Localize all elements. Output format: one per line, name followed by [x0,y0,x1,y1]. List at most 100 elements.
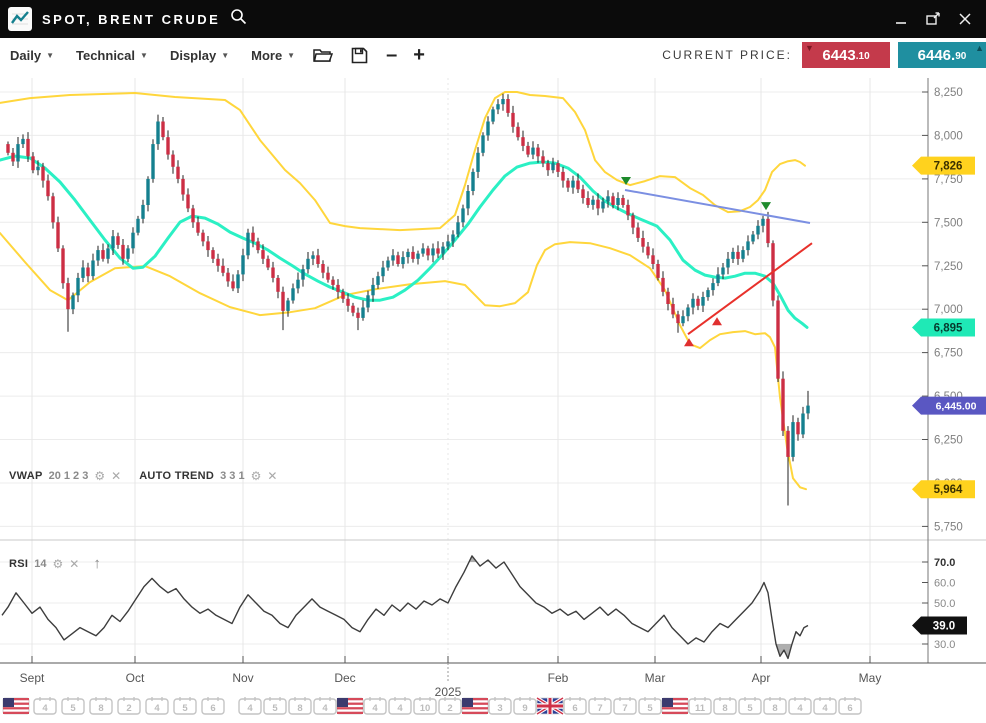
bid-price-box: ▼ 6443.10 [802,42,890,68]
calendar-event-icon[interactable]: 7 [588,697,612,715]
trend-lines [624,189,813,336]
svg-text:Dec: Dec [334,671,355,685]
svg-text:39.0: 39.0 [933,621,955,633]
svg-text:2: 2 [126,703,131,714]
calendar-event-icon[interactable]: 4 [788,697,812,715]
svg-text:2: 2 [447,703,452,714]
svg-text:7,250: 7,250 [934,261,963,273]
save-icon[interactable] [351,47,368,64]
calendar-event-icon[interactable]: 2 [438,697,462,715]
calendar-event-icon[interactable]: 6 [838,697,862,715]
svg-text:3: 3 [497,703,502,714]
calendar-event-icon[interactable]: 4 [363,697,387,715]
svg-text:8: 8 [722,703,727,714]
calendar-event-icon[interactable]: 5 [263,697,287,715]
calendar-event-icon[interactable]: 7 [613,697,637,715]
us-flag-icon[interactable] [336,697,364,715]
price-tag: 5,964 [912,480,975,499]
svg-text:2025: 2025 [435,685,462,699]
calendar-event-icon[interactable]: 5 [638,697,662,715]
ask-price-box: 6446. 90 ▲ [898,42,986,68]
svg-text:7,750: 7,750 [934,174,963,186]
event-strip[interactable]: 4 5 8 2 4 5 6 4 5 8 4 4 4 10 2 3 9 6 7 7 5 11 8 5 8 4 4 6 [2,696,862,716]
sell-signal-icon [621,176,631,185]
current-price-label: CURRENT PRICE: [662,48,792,62]
svg-text:Feb: Feb [548,671,569,685]
uk-flag-icon[interactable] [536,696,564,716]
ask-price: 6446. [917,46,956,64]
calendar-event-icon[interactable]: 8 [763,697,787,715]
rsi-axis[interactable]: 70.0 60.0 50.0 30.0 [922,557,955,651]
calendar-event-icon[interactable]: 8 [89,697,113,715]
time-axis[interactable]: Sept Oct Nov Dec 2025 Feb Mar Apr May [20,656,882,699]
calendar-event-icon[interactable]: 4 [33,697,57,715]
close-icon[interactable]: ✕ [69,556,80,571]
zoom-out-button[interactable]: – [386,44,398,66]
search-icon[interactable] [230,8,247,30]
calendar-event-icon[interactable]: 11 [688,697,712,715]
calendar-event-icon[interactable]: 4 [313,697,337,715]
bid-price: 6443 [822,46,856,64]
calendar-event-icon[interactable]: 5 [61,697,85,715]
popout-button[interactable] [924,10,942,28]
us-flag-icon[interactable] [2,697,30,715]
svg-text:4: 4 [372,703,378,714]
calendar-event-icon[interactable]: 3 [488,697,512,715]
technical-menu[interactable]: Technical ▼ [76,48,148,63]
svg-text:11: 11 [695,703,706,714]
minimize-button[interactable] [892,10,910,28]
timeframe-menu-label: Daily [10,47,42,63]
zoom-in-button[interactable]: + [413,44,425,66]
window-title: SPOT, BRENT CRUDE [42,11,221,27]
more-menu[interactable]: More ▼ [251,48,295,63]
buy-signal-icon [684,338,694,347]
calendar-event-icon[interactable]: 8 [288,697,312,715]
gear-icon[interactable]: ⚙ [52,556,64,571]
calendar-event-icon[interactable]: 4 [388,697,412,715]
svg-text:7,826: 7,826 [934,161,963,173]
rsi-legend: RSI 14 ⚙ ✕ ↑ [9,556,101,571]
gear-icon[interactable]: ⚙ [94,469,106,483]
gear-icon[interactable]: ⚙ [250,469,262,483]
us-flag-icon[interactable] [461,697,489,715]
calendar-event-icon[interactable]: 10 [413,697,437,715]
chevron-down-icon: ▼ [221,50,230,60]
close-icon[interactable]: ✕ [111,469,122,483]
chart-background [0,72,986,723]
timeframe-menu[interactable]: Daily ▼ [10,48,54,63]
price-chart[interactable]: 8,2508,0007,7507,5007,2507,0006,7506,500… [0,72,986,723]
svg-text:Nov: Nov [232,671,253,685]
svg-text:8: 8 [98,703,103,714]
vwap-legend: VWAP 20 1 2 3 ⚙ ✕ AUTO TREND 3 3 1 ⚙ ✕ [9,470,277,482]
svg-text:4: 4 [42,703,48,714]
svg-text:4: 4 [797,703,803,714]
move-up-icon[interactable]: ↑ [93,555,101,572]
svg-text:6,895: 6,895 [934,322,963,334]
vwap-params: 20 1 2 3 [48,470,89,482]
calendar-event-icon[interactable]: 4 [238,697,262,715]
open-folder-icon[interactable] [313,47,334,63]
calendar-event-icon[interactable]: 4 [145,697,169,715]
svg-text:4: 4 [397,703,403,714]
svg-text:7,000: 7,000 [934,304,963,316]
svg-text:50.0: 50.0 [934,598,955,610]
calendar-event-icon[interactable]: 9 [513,697,537,715]
chevron-down-icon: ▼ [287,50,296,60]
calendar-event-icon[interactable]: 5 [173,697,197,715]
app-chart-icon [8,7,32,31]
close-icon[interactable]: ✕ [267,469,278,483]
calendar-event-icon[interactable]: 2 [117,697,141,715]
us-flag-icon[interactable] [661,697,689,715]
close-button[interactable] [956,10,974,28]
svg-text:5,964: 5,964 [934,484,963,496]
svg-text:6,250: 6,250 [934,435,963,447]
calendar-event-icon[interactable]: 4 [813,697,837,715]
calendar-event-icon[interactable]: 6 [201,697,225,715]
calendar-event-icon[interactable]: 8 [713,697,737,715]
display-menu[interactable]: Display ▼ [170,48,229,63]
calendar-event-icon[interactable]: 5 [738,697,762,715]
price-tag: 6,445.00 [912,396,986,415]
chevron-down-icon: ▼ [140,50,148,60]
calendar-event-icon[interactable]: 6 [563,697,587,715]
